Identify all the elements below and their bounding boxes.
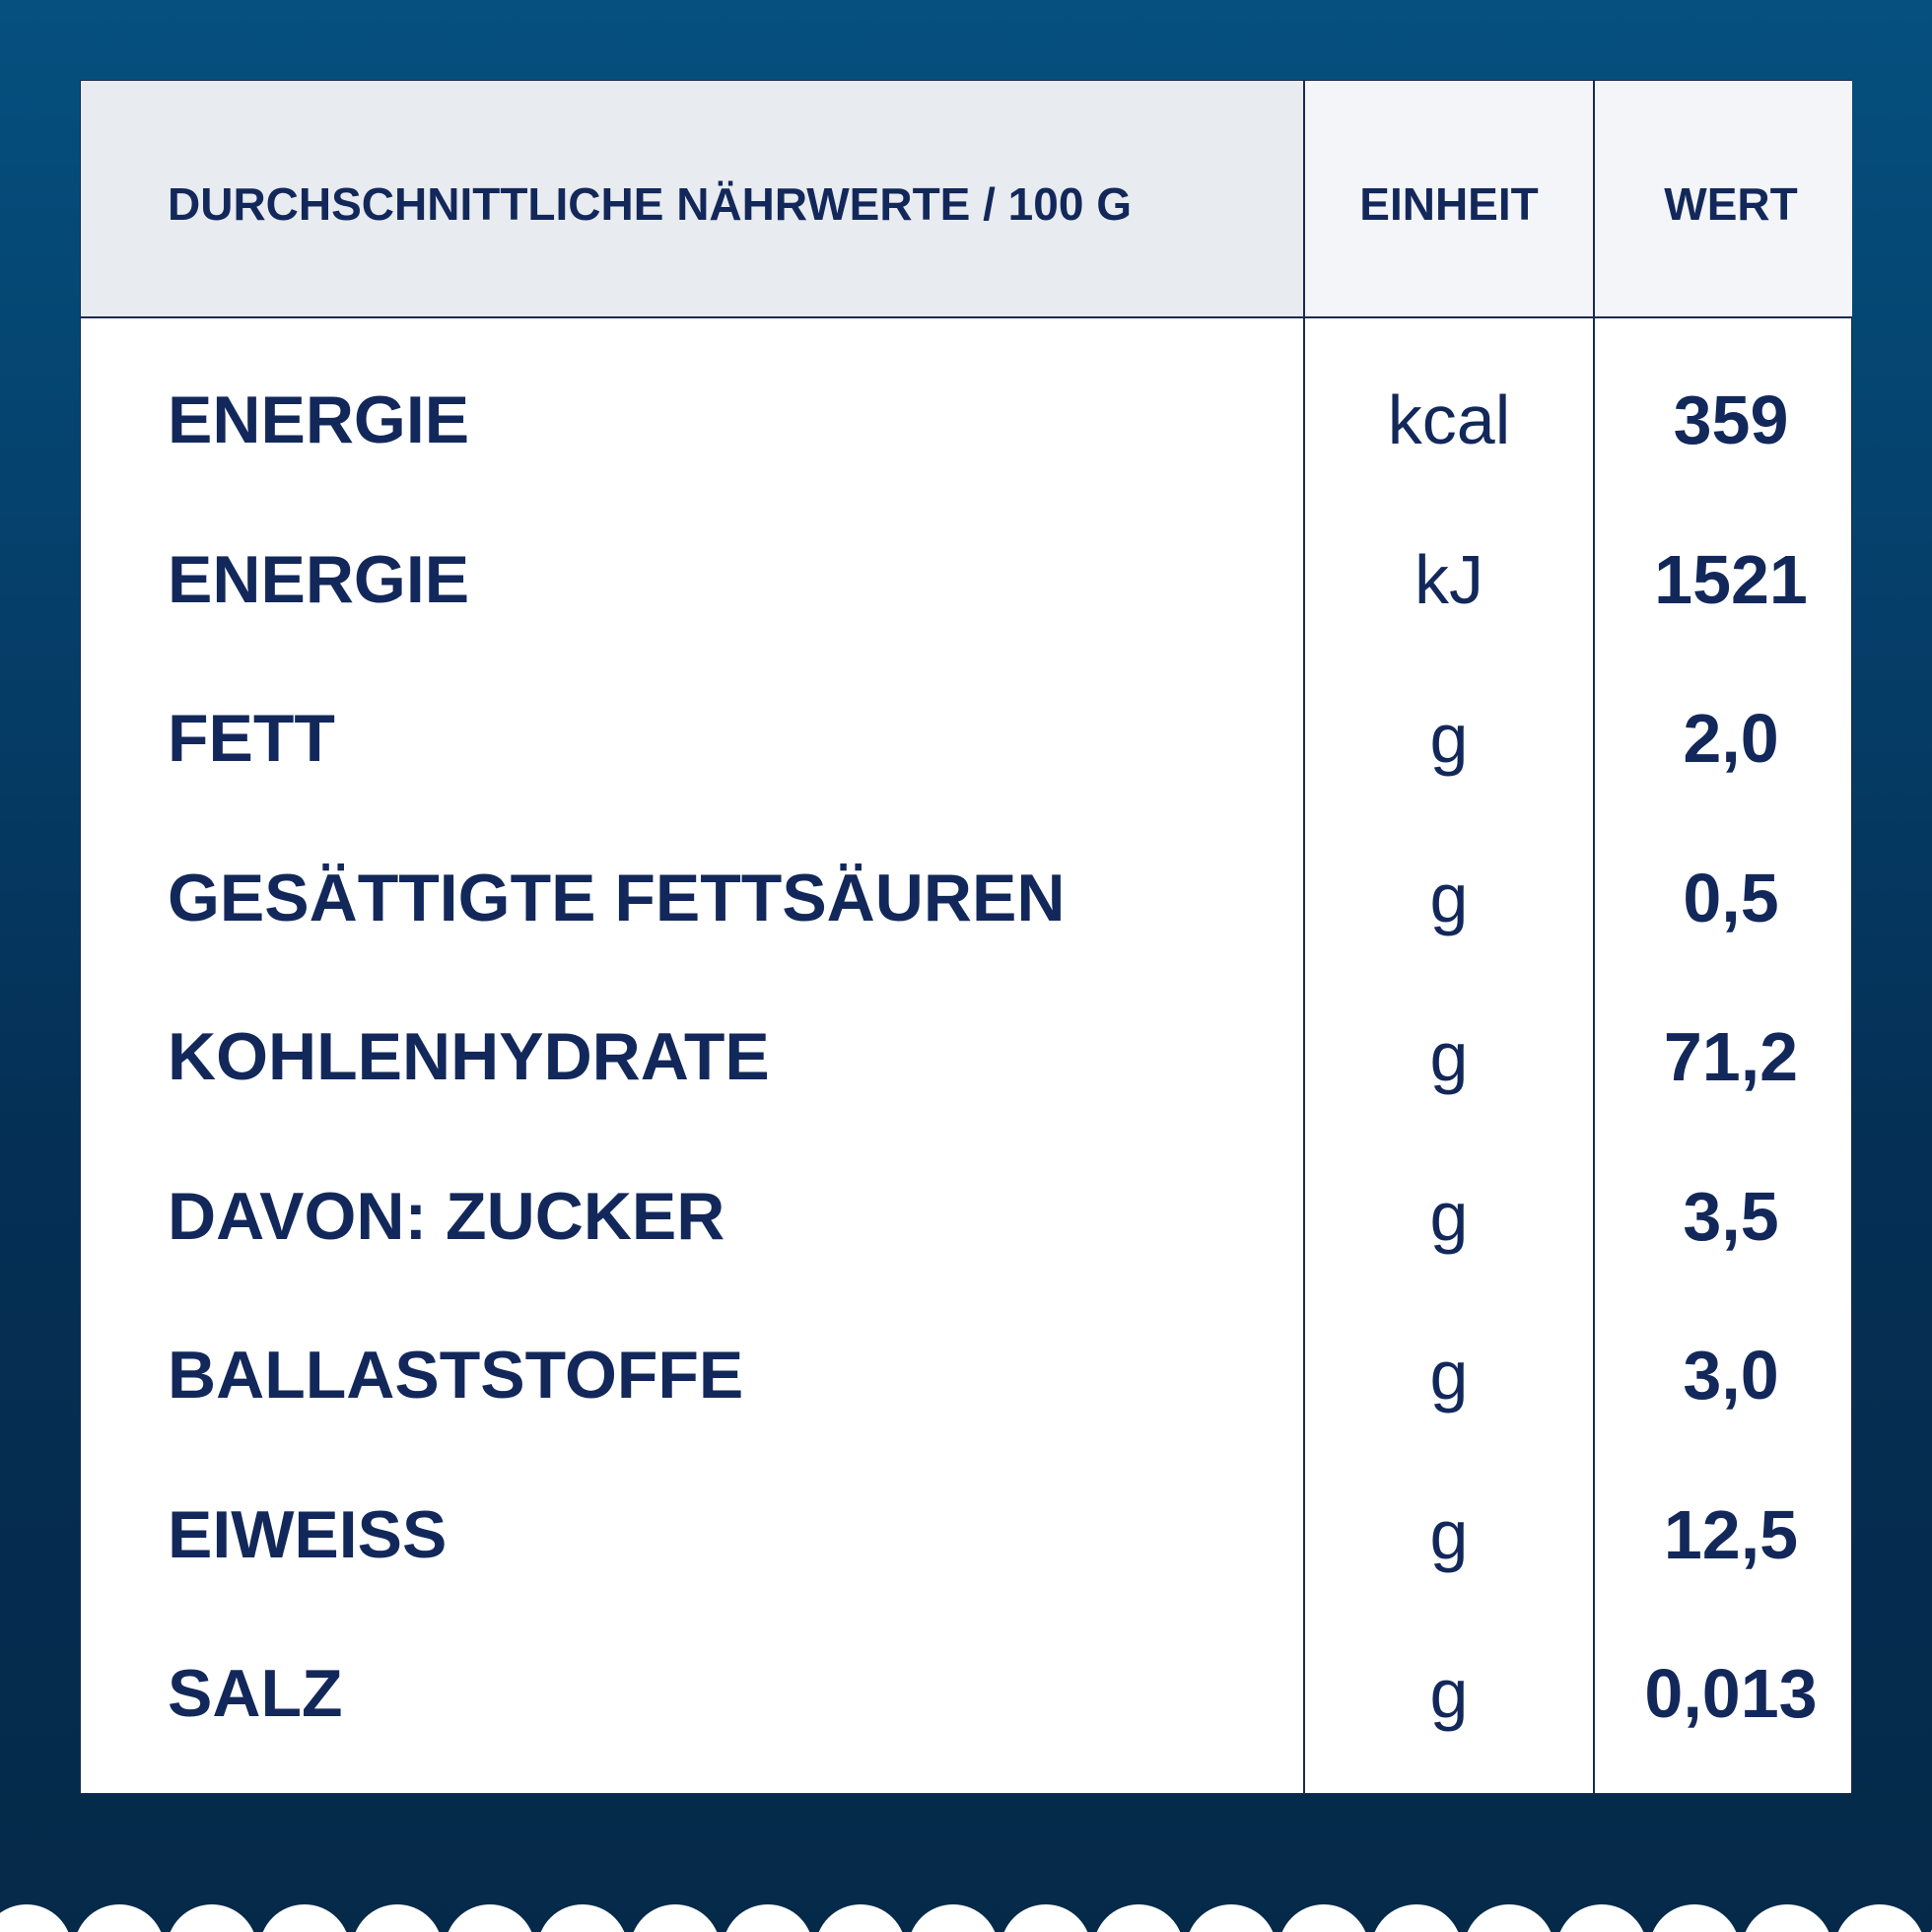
- value: 0,013: [1644, 1655, 1818, 1732]
- header-label: WERT: [1664, 178, 1798, 230]
- wave-scallop: [1559, 1904, 1644, 1932]
- wave-scallop: [170, 1904, 254, 1932]
- wave-border: [0, 1904, 1932, 1932]
- unit: g: [1429, 1495, 1469, 1573]
- wave-scallop: [540, 1904, 625, 1932]
- wave-scallop: [1003, 1904, 1088, 1932]
- wave-scallop: [1745, 1904, 1829, 1932]
- unit: kcal: [1387, 381, 1511, 458]
- nutrient-name: KOHLENHYDRATE: [168, 1019, 770, 1094]
- wave-scallop: [1837, 1904, 1922, 1932]
- unit: g: [1429, 1018, 1469, 1095]
- nutrient-name: FETT: [168, 701, 335, 776]
- value: 359: [1673, 381, 1789, 458]
- value: 1521: [1654, 540, 1808, 618]
- nutrition-table: DURCHSCHNITTLICHE NÄHRWERTE / 100 G EINH…: [80, 80, 1852, 1794]
- header-label: DURCHSCHNITTLICHE NÄHRWERTE / 100 G: [168, 178, 1132, 230]
- wave-scallop: [0, 1904, 69, 1932]
- wave-scallop: [818, 1904, 903, 1932]
- unit: g: [1429, 859, 1469, 936]
- wave-scallop: [448, 1904, 532, 1932]
- wave-scallop: [1189, 1904, 1274, 1932]
- wave-scallop: [633, 1904, 718, 1932]
- unit: g: [1429, 1177, 1469, 1255]
- nutrient-name: GESÄTTIGTE FETTSÄUREN: [168, 860, 1066, 935]
- wave-scallop: [1652, 1904, 1737, 1932]
- nutrient-name: DAVON: ZUCKER: [168, 1178, 725, 1254]
- wave-scallop: [77, 1904, 162, 1932]
- wave-scallop: [1281, 1904, 1366, 1932]
- value: 0,5: [1683, 859, 1779, 936]
- header-label: EINHEIT: [1359, 178, 1539, 230]
- nutrient-name: ENERGIE: [168, 541, 470, 617]
- value: 12,5: [1663, 1495, 1799, 1573]
- header-cell: [1594, 81, 1852, 318]
- nutrient-name: SALZ: [168, 1656, 343, 1731]
- value: 71,2: [1663, 1018, 1799, 1095]
- wave-scallop: [725, 1904, 810, 1932]
- wave-scallop: [1374, 1904, 1459, 1932]
- header-cell: [81, 81, 1304, 318]
- value: 3,5: [1683, 1177, 1779, 1255]
- header-cell: [1304, 81, 1594, 318]
- wave-scallop: [1096, 1904, 1181, 1932]
- wave-scallop: [355, 1904, 440, 1932]
- column-divider: [1593, 81, 1595, 1793]
- unit: g: [1429, 1655, 1469, 1732]
- wave-scallop: [1930, 1929, 1932, 1932]
- unit: kJ: [1414, 540, 1484, 618]
- nutrient-name: BALLASTSTOFFE: [168, 1338, 744, 1413]
- value: 2,0: [1683, 700, 1779, 777]
- unit: g: [1429, 1337, 1469, 1414]
- nutrient-name: ENERGIE: [168, 382, 470, 457]
- nutrient-name: EIWEISS: [168, 1496, 448, 1572]
- wave-scallop: [1467, 1904, 1552, 1932]
- column-divider: [1303, 81, 1305, 1793]
- value: 3,0: [1683, 1337, 1779, 1414]
- unit: g: [1429, 700, 1469, 777]
- wave-scallop: [262, 1904, 347, 1932]
- wave-scallop: [911, 1904, 996, 1932]
